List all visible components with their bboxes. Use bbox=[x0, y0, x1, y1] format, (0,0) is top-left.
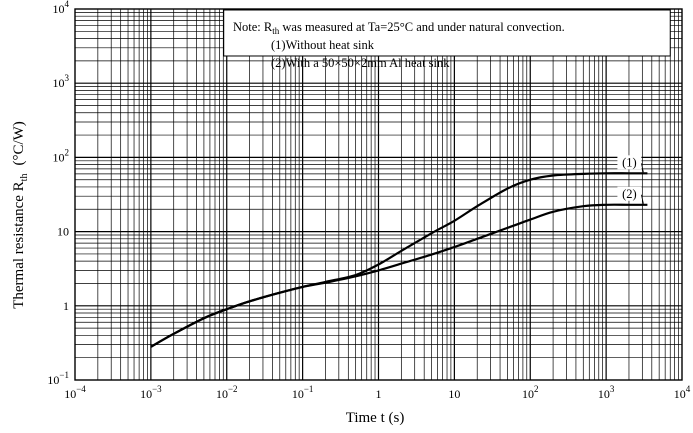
x-tick-label: 104 bbox=[674, 384, 691, 401]
x-tick-label: 103 bbox=[598, 384, 615, 401]
y-tick-label: 1 bbox=[63, 299, 69, 313]
x-tick-labels: 10−4 10−3 10−2 10−1 1 10 102 103 104 bbox=[64, 384, 691, 401]
note-box bbox=[223, 9, 671, 57]
plot-frame bbox=[74, 8, 683, 381]
note-line-1: Note: Rth was measured at Ta=25°C and un… bbox=[233, 20, 565, 36]
x-tick-label: 102 bbox=[522, 384, 539, 401]
series-1-label: (1) bbox=[622, 155, 637, 169]
x-tick-label: 1 bbox=[376, 387, 382, 401]
series-label-bg bbox=[617, 186, 642, 201]
x-tick-label: 10−3 bbox=[140, 384, 162, 401]
x-axis-title: Time t (s) bbox=[346, 410, 405, 426]
note-line-3: (2)With a 50×50×2mm Al heat sink bbox=[271, 56, 450, 70]
x-tick-label: 10−1 bbox=[292, 384, 314, 401]
x-tick-label: 10−2 bbox=[216, 384, 238, 401]
y-tick-label: 102 bbox=[53, 147, 70, 164]
series-1-line bbox=[150, 172, 648, 348]
series-label-bg bbox=[617, 155, 642, 170]
x-tick-label: 10−4 bbox=[64, 384, 86, 401]
series-label-leader bbox=[641, 163, 644, 173]
series-label-leader bbox=[641, 194, 644, 204]
y-tick-label: 10 bbox=[57, 225, 69, 239]
y-tick-label: 104 bbox=[53, 0, 70, 16]
curves: (1) (2) bbox=[150, 155, 648, 348]
y-tick-labels: 10−1 1 10 102 103 104 bbox=[47, 0, 69, 387]
note-line-2: (1)Without heat sink bbox=[271, 38, 375, 52]
y-axis-title: Thermal resistance Rth(°C/W) bbox=[11, 121, 30, 309]
series-2-line bbox=[150, 203, 648, 348]
grid bbox=[75, 9, 682, 380]
x-tick-label: 10 bbox=[448, 387, 460, 401]
y-tick-label: 10−1 bbox=[47, 370, 69, 387]
series-2-label: (2) bbox=[622, 187, 637, 201]
y-tick-label: 103 bbox=[53, 73, 70, 90]
